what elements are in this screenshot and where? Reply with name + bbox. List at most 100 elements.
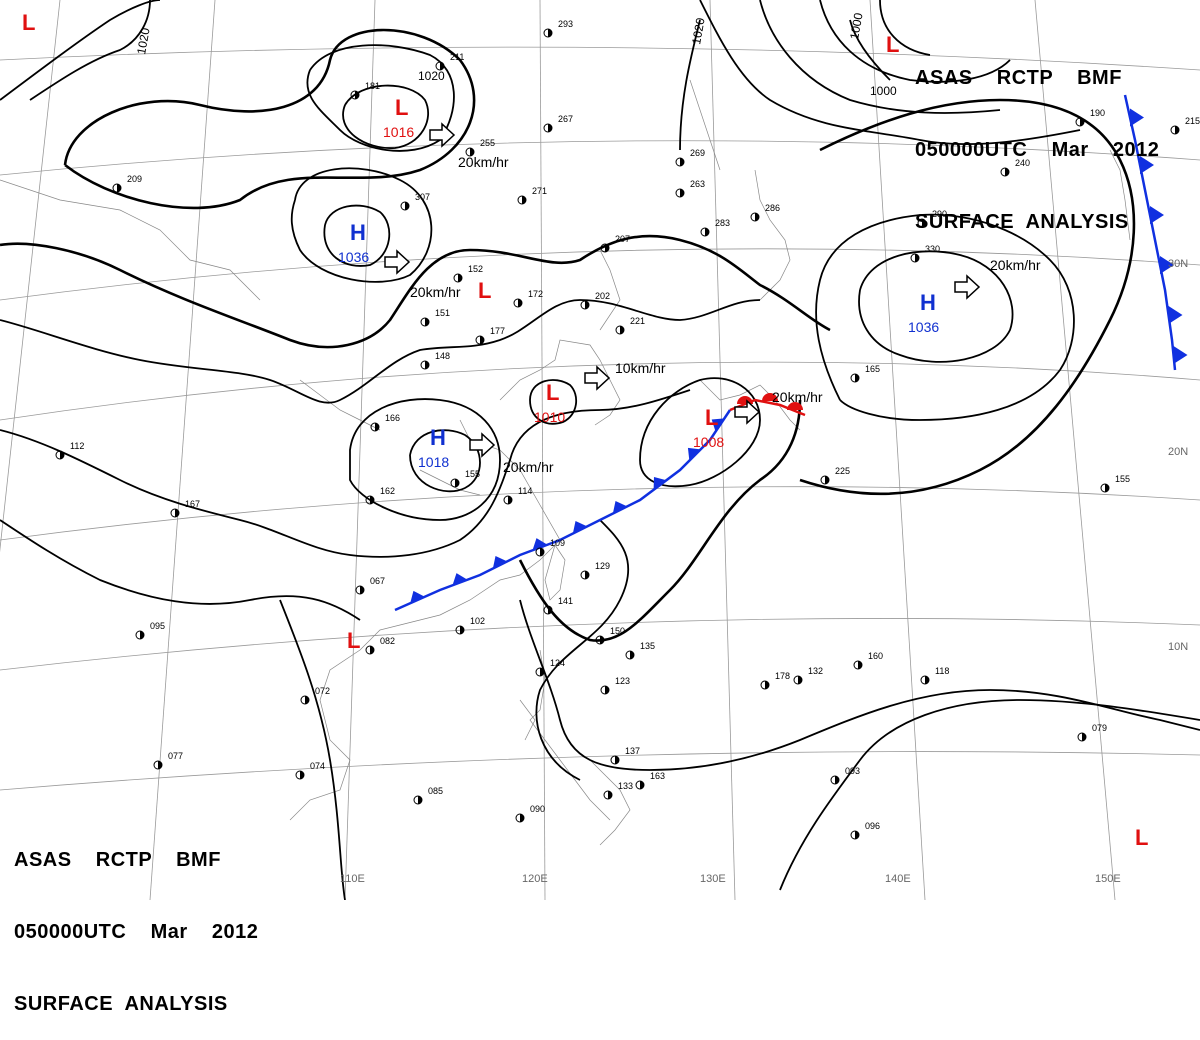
coastline — [0, 179, 261, 301]
cloud-cover-icon — [60, 451, 64, 459]
cloud-cover-icon — [540, 668, 544, 676]
warm-front-semicircle — [737, 396, 753, 404]
station-pressure: 163 — [650, 771, 665, 781]
station-plot: 166 — [370, 413, 400, 432]
cold-front-triangle — [1140, 156, 1154, 174]
coastline — [589, 759, 631, 846]
station-pressure: 286 — [765, 203, 780, 213]
station-pressure: 178 — [775, 671, 790, 681]
station-pressure: 202 — [595, 291, 610, 301]
isobar-line — [342, 84, 430, 149]
station-plot: 330 — [910, 244, 940, 263]
cloud-cover-icon — [305, 696, 309, 704]
station-plot: 167 — [170, 499, 200, 518]
station-pressure: 133 — [618, 781, 633, 791]
isobar-line — [529, 379, 578, 425]
cloud-cover-icon — [620, 326, 624, 334]
station-plot: 150 — [595, 626, 625, 645]
station-pressure: 267 — [558, 114, 573, 124]
station-pressure: 067 — [370, 576, 385, 586]
cloud-cover-icon — [460, 626, 464, 634]
header-line-1: ASAS RCTP BMF — [14, 849, 221, 871]
station-pressure: 155 — [1115, 474, 1130, 484]
station-plot: 202 — [580, 291, 610, 310]
station-pressure: 085 — [428, 786, 443, 796]
center-pressure-value: 1008 — [693, 434, 724, 450]
station-pressure: 290 — [932, 209, 947, 219]
isobar-line — [63, 28, 476, 210]
station-pressure: 263 — [690, 179, 705, 189]
station-plot: 152 — [453, 264, 483, 283]
station-plot: 077 — [153, 751, 183, 770]
warm-front-semicircle — [787, 402, 803, 410]
station-plot: 178 — [760, 671, 790, 690]
isobar-line — [519, 599, 1200, 771]
station-pressure: 074 — [310, 761, 325, 771]
cloud-cover-icon — [370, 496, 374, 504]
station-plot: 225 — [820, 466, 850, 485]
cloud-cover-icon — [480, 336, 484, 344]
station-plot: 141 — [543, 596, 573, 615]
station-pressure: 124 — [550, 658, 565, 668]
coastline — [289, 649, 361, 821]
cloud-cover-icon — [835, 776, 839, 784]
station-plot: 211 — [435, 52, 464, 71]
header-line-2: 050000UTC Mar 2012 — [915, 139, 1160, 161]
cloud-cover-icon — [418, 796, 422, 804]
station-pressure: 283 — [715, 218, 730, 228]
station-pressure: 150 — [610, 626, 625, 636]
station-plot: 155 — [1100, 474, 1130, 493]
station-pressure: 093 — [845, 766, 860, 776]
cloud-cover-icon — [440, 62, 444, 70]
station-plot: 085 — [413, 786, 443, 805]
station-plot: 137 — [610, 746, 640, 765]
cold-front-triangle — [1150, 206, 1164, 224]
parallel-line — [0, 486, 1200, 541]
coastline — [544, 544, 566, 601]
station-plot: 095 — [135, 621, 165, 640]
motion-arrow-icon — [469, 432, 496, 458]
station-pressure: 132 — [808, 666, 823, 676]
isobar-line — [290, 167, 433, 283]
center-pressure-value: 1018 — [418, 454, 449, 470]
warm-front-semicircle — [762, 393, 778, 401]
motion-speed-label: 20km/hr — [458, 154, 509, 170]
station-pressure: 211 — [450, 52, 464, 62]
station-plot: 079 — [1077, 723, 1107, 742]
station-pressure: 307 — [415, 192, 430, 202]
isobar-line — [799, 98, 1136, 496]
cloud-cover-icon — [705, 228, 709, 236]
high-pressure-symbol: H — [920, 290, 936, 315]
cloud-cover-icon — [1105, 484, 1109, 492]
fronts — [394, 94, 1188, 612]
station-plot: 123 — [600, 676, 630, 695]
cold-front-triangle — [572, 521, 588, 534]
cloud-cover-icon — [630, 651, 634, 659]
cloud-cover-icon — [425, 361, 429, 369]
isobar-line — [29, 0, 151, 101]
station-pressure: 135 — [640, 641, 655, 651]
center-pressure-value: 1036 — [338, 249, 369, 265]
station-plot: 112 — [55, 441, 84, 460]
latitude-label: 20N — [1168, 446, 1188, 458]
station-plot: 124 — [535, 658, 565, 677]
station-pressure: 114 — [518, 486, 532, 496]
station-pressure: 151 — [435, 308, 450, 318]
station-plot: 293 — [543, 19, 573, 38]
cloud-cover-icon — [585, 301, 589, 309]
isobar-line — [0, 389, 691, 558]
weather-map: 293 267 269 263 271 207 209 202 172 177 148 151 152 1… — [0, 0, 1200, 900]
high-pressure-symbol: H — [430, 425, 446, 450]
station-plot: 109 — [535, 538, 565, 557]
center-pressure-value: 1010 — [534, 409, 565, 425]
cloud-cover-icon — [825, 476, 829, 484]
station-pressure: 090 — [530, 804, 545, 814]
parallel-line — [0, 248, 1200, 301]
cloud-cover-icon — [425, 318, 429, 326]
station-plot: 177 — [475, 326, 505, 345]
station-plot: 074 — [295, 761, 325, 780]
cloud-cover-icon — [925, 676, 929, 684]
station-plot: 067 — [355, 576, 385, 595]
latitude-label: 10N — [1168, 641, 1188, 653]
cloud-cover-icon — [605, 244, 609, 252]
